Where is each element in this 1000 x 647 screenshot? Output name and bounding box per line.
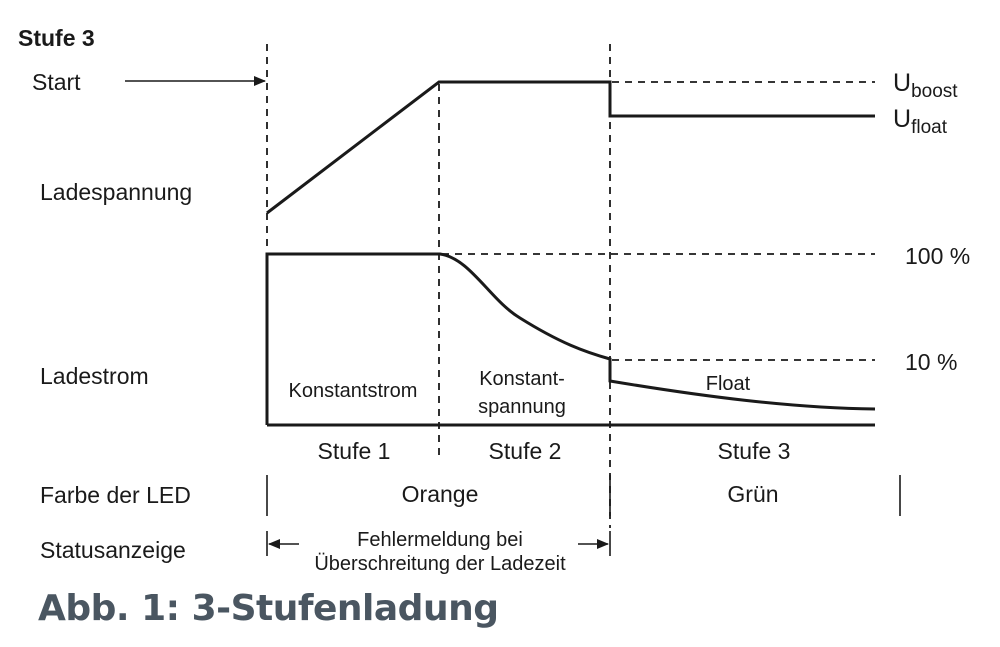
stage-label-3: Stufe 3 <box>718 438 791 464</box>
phase-label-constant-current: Konstantstrom <box>289 380 418 402</box>
current-10-percent-label: 10 % <box>905 349 957 375</box>
voltage-row-label: Ladespannung <box>40 179 192 205</box>
phase-label-constant-voltage-line2: spannung <box>478 396 566 418</box>
led-color-row-label: Farbe der LED <box>40 482 191 508</box>
boost-voltage-label: Uboost <box>893 69 958 102</box>
led-color-green: Grün <box>727 481 778 507</box>
led-color-orange: Orange <box>402 481 479 507</box>
phase-label-constant-voltage-line1: Konstant- <box>479 368 565 390</box>
status-text-line1: Fehlermeldung bei <box>357 529 523 551</box>
stage-label-2: Stufe 2 <box>489 438 562 464</box>
charging-current-curve <box>265 252 876 425</box>
current-row-label: Ladestrom <box>40 363 149 389</box>
stage-label-1: Stufe 1 <box>318 438 391 464</box>
figure-caption: Abb. 1: 3-Stufenladung <box>38 588 499 629</box>
status-row-label: Statusanzeige <box>40 537 186 563</box>
charging-voltage-curve <box>266 80 875 215</box>
start-label: Start <box>32 69 81 95</box>
status-text-line2: Überschreitung der Ladezeit <box>314 553 566 575</box>
phase-label-float: Float <box>706 373 751 395</box>
float-voltage-label: Ufloat <box>893 105 948 138</box>
current-100-percent-label: 100 % <box>905 243 970 269</box>
diagram-heading: Stufe 3 <box>18 25 95 51</box>
